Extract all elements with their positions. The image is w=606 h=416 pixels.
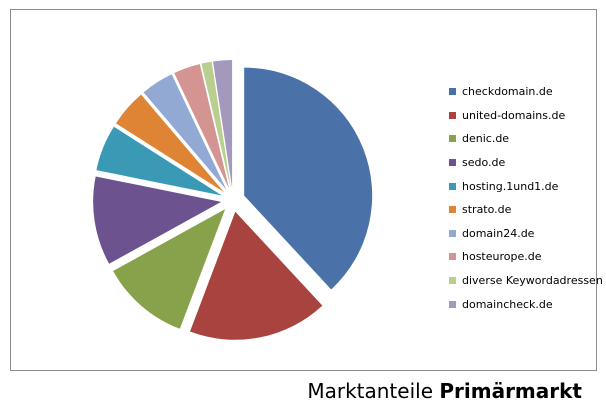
legend-swatch <box>449 206 456 214</box>
caption-prefix: Marktanteile <box>307 379 433 403</box>
legend-swatch <box>449 253 456 261</box>
legend-label: denic.de <box>462 132 510 146</box>
legend-label: united-domains.de <box>462 108 566 122</box>
pie-slice-hosting-1und1-de <box>96 126 222 196</box>
pie-slice-hosteurope-de <box>174 64 230 189</box>
legend-swatch <box>449 277 456 285</box>
pie-slice-sedo-de <box>93 176 222 264</box>
pie-slice-domaincheck-de <box>213 60 233 189</box>
pie-slice-strato-de <box>115 94 224 193</box>
legend-item: united-domains.de <box>449 104 606 128</box>
legend-item: hosteurope.de <box>449 245 606 269</box>
legend-item: checkdomain.de <box>449 80 606 104</box>
legend-item: sedo.de <box>449 151 606 175</box>
legend-swatch <box>449 229 456 237</box>
legend-item: domaincheck.de <box>449 292 606 316</box>
legend-label: checkdomain.de <box>462 85 553 99</box>
pie-slice-diverse-keywordadressen <box>201 61 231 189</box>
pie-slice-united-domains-de <box>190 211 323 340</box>
legend-swatch <box>449 159 456 167</box>
legend-item: strato.de <box>449 198 606 222</box>
chart-area: checkdomain.de united-domains.de denic.de s… <box>10 9 603 371</box>
legend-label: strato.de <box>462 203 512 217</box>
legend-swatch <box>449 111 456 119</box>
figure-caption: Marktanteile Primärmarkt <box>307 379 582 403</box>
legend-label: domaincheck.de <box>462 297 553 311</box>
legend-swatch <box>449 182 456 190</box>
pie-slice-domain24-de <box>143 74 227 190</box>
legend-item: diverse Keywordadressen <box>449 269 606 293</box>
pie-slice-denic-de <box>113 209 226 329</box>
legend-label: hosting.1und1.de <box>462 179 559 193</box>
legend-label: hosteurope.de <box>462 250 542 264</box>
legend-item: denic.de <box>449 127 606 151</box>
legend-item: domain24.de <box>449 222 606 246</box>
legend-swatch <box>449 300 456 308</box>
legend-swatch <box>449 135 456 143</box>
legend-label: domain24.de <box>462 226 535 240</box>
pie-slice-checkdomain-de <box>244 67 373 290</box>
legend-swatch <box>449 88 456 96</box>
caption-emphasis: Primärmarkt <box>439 379 582 403</box>
legend-label: diverse Keywordadressen <box>462 274 603 288</box>
pie-chart <box>93 60 373 340</box>
legend-item: hosting.1und1.de <box>449 174 606 198</box>
chart-legend: checkdomain.de united-domains.de denic.de s… <box>449 80 606 316</box>
legend-label: sedo.de <box>462 156 506 170</box>
